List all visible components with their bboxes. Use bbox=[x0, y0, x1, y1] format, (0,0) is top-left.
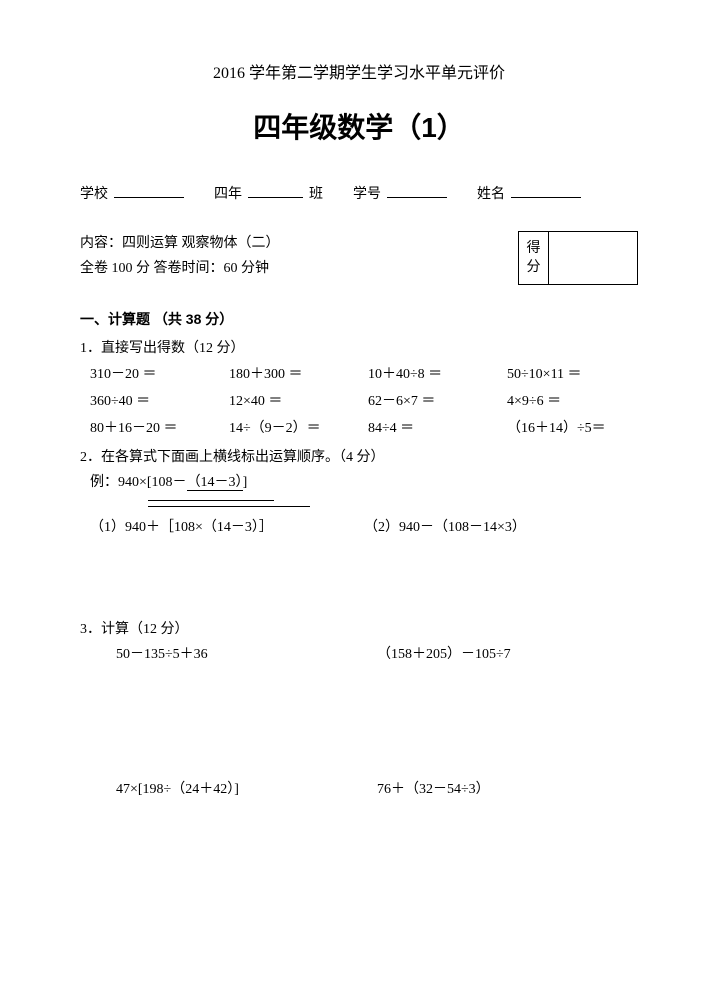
q1-item: 10＋40÷8 ＝ bbox=[368, 362, 499, 387]
q1-item: 310－20 ＝ bbox=[90, 362, 221, 387]
q2-a: （1）940＋［108×（14－3）］ bbox=[90, 515, 364, 540]
q1-item: 14÷（9－2）＝ bbox=[229, 416, 360, 441]
q1-title: 1．直接写出得数（12 分） bbox=[80, 336, 638, 361]
spacer bbox=[80, 667, 638, 777]
q1-item: 180＋300 ＝ bbox=[229, 362, 360, 387]
q2-example-inner: （14－3） bbox=[187, 475, 243, 491]
q2-underline-3 bbox=[148, 501, 310, 507]
q2-example-suffix: ] bbox=[243, 475, 248, 490]
exam-title: 四年级数学（1） bbox=[80, 103, 638, 153]
q3-block: 3．计算（12 分） 50－135÷5＋36 （158＋205）－105÷7 4… bbox=[80, 617, 638, 803]
q1-item: 62－6×7 ＝ bbox=[368, 389, 499, 414]
content-line2: 全卷 100 分 答卷时间：60 分钟 bbox=[80, 256, 280, 281]
score-value-cell[interactable] bbox=[549, 232, 637, 284]
content-score-row: 内容：四则运算 观察物体（二） 全卷 100 分 答卷时间：60 分钟 得 分 bbox=[80, 231, 638, 285]
q3-b: （158＋205）－105÷7 bbox=[377, 642, 638, 667]
spacer bbox=[80, 541, 638, 611]
score-box: 得 分 bbox=[518, 231, 638, 285]
content-line1: 内容：四则运算 观察物体（二） bbox=[80, 231, 280, 256]
q1-item: 360÷40 ＝ bbox=[90, 389, 221, 414]
q3-row2: 47×[198÷（24＋42）] 76＋（32－54÷3） bbox=[116, 777, 638, 802]
q1-item: 12×40 ＝ bbox=[229, 389, 360, 414]
label-name: 姓名 bbox=[477, 182, 505, 207]
blank-name[interactable] bbox=[511, 181, 581, 198]
label-grade-pre: 四年 bbox=[214, 182, 242, 207]
q2-title: 2．在各算式下面画上横线标出运算顺序。（4 分） bbox=[80, 445, 638, 470]
label-grade-post: 班 bbox=[309, 182, 323, 207]
label-no: 学号 bbox=[353, 182, 381, 207]
q1-item: 50÷10×11 ＝ bbox=[507, 362, 638, 387]
q2-example: 例：940×[108－（14－3）] bbox=[90, 470, 638, 507]
score-label-char1: 得 bbox=[527, 239, 541, 259]
q1-item: 84÷4 ＝ bbox=[368, 416, 499, 441]
q2-example-prefix: 例：940×[108－ bbox=[90, 475, 187, 490]
exam-header-subtitle: 2016 学年第二学期学生学习水平单元评价 bbox=[80, 60, 638, 89]
section1-title: 一、计算题 （共 38 分） bbox=[80, 307, 638, 332]
student-info-row: 学校 四年 班 学号 姓名 bbox=[80, 181, 638, 207]
q3-title: 3．计算（12 分） bbox=[80, 617, 638, 642]
q1-item: 4×9÷6 ＝ bbox=[507, 389, 638, 414]
q1-item: 80＋16－20 ＝ bbox=[90, 416, 221, 441]
q3-row1: 50－135÷5＋36 （158＋205）－105÷7 bbox=[116, 642, 638, 667]
q3-c: 47×[198÷（24＋42）] bbox=[116, 777, 377, 802]
q2-subs: （1）940＋［108×（14－3）］ （2）940－（108－14×3） bbox=[90, 515, 638, 540]
q1-grid: 310－20 ＝ 180＋300 ＝ 10＋40÷8 ＝ 50÷10×11 ＝ … bbox=[90, 362, 638, 442]
q2-b: （2）940－（108－14×3） bbox=[364, 515, 638, 540]
exam-content-info: 内容：四则运算 观察物体（二） 全卷 100 分 答卷时间：60 分钟 bbox=[80, 231, 280, 281]
score-label: 得 分 bbox=[519, 232, 549, 284]
q1-item: （16＋14）÷5＝ bbox=[507, 416, 638, 441]
q3-d: 76＋（32－54÷3） bbox=[377, 777, 638, 802]
label-school: 学校 bbox=[80, 182, 108, 207]
q3-a: 50－135÷5＋36 bbox=[116, 642, 377, 667]
score-label-char2: 分 bbox=[527, 258, 541, 278]
blank-number[interactable] bbox=[387, 181, 447, 198]
blank-school[interactable] bbox=[114, 181, 184, 198]
blank-class[interactable] bbox=[248, 181, 303, 198]
